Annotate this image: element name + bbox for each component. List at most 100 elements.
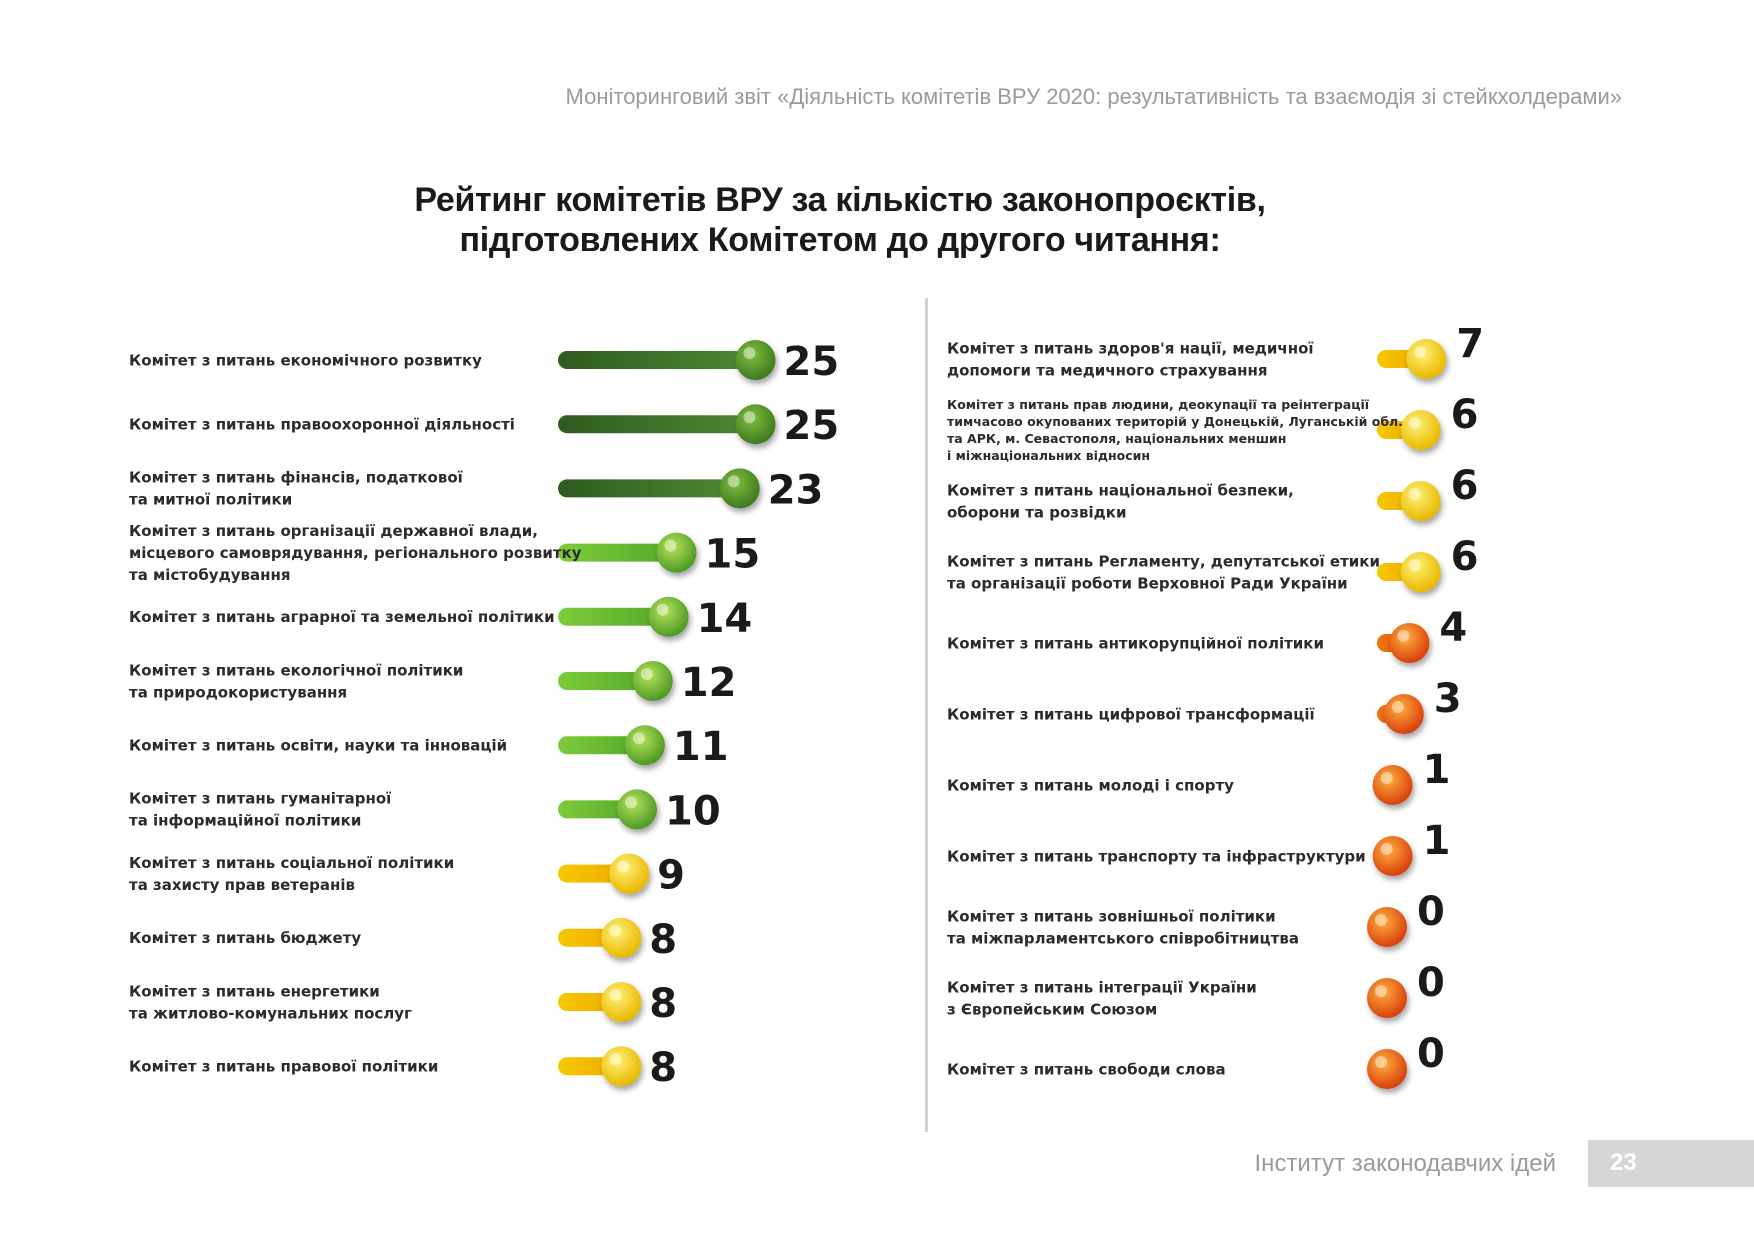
bar-knob xyxy=(735,404,776,445)
value-label: 23 xyxy=(768,467,824,513)
knob-highlight xyxy=(1397,630,1410,642)
bar-row: 1 xyxy=(1372,747,1451,805)
knob-highlight xyxy=(1408,417,1421,429)
chart-title-line-1: Рейтинг комітетів ВРУ за кількістю закон… xyxy=(414,181,1266,219)
committee-label: Комітет з питань освіти, науки та іннова… xyxy=(129,737,507,755)
knob-highlight xyxy=(743,411,756,424)
bar-knob xyxy=(1400,552,1441,592)
committee-label: Комітет з питань молоді і спорту xyxy=(947,776,1234,794)
value-label: 3 xyxy=(1434,676,1462,722)
committee-label: Комітет з питань антикорупційної політик… xyxy=(947,634,1324,652)
committee-label: Комітет з питань бюджету xyxy=(129,929,361,947)
value-label: 4 xyxy=(1439,605,1467,651)
knob-highlight xyxy=(609,989,622,1001)
knob-highlight xyxy=(632,732,645,745)
bar-knob xyxy=(1406,339,1447,379)
knob-highlight xyxy=(664,539,677,552)
bar-row: 6 xyxy=(1377,392,1478,450)
bar xyxy=(558,800,637,819)
knob-highlight xyxy=(656,603,669,616)
bar-row: 6 xyxy=(1377,534,1478,592)
bar-row: 1 xyxy=(1372,818,1451,876)
committee-label: Комітет з питань екологічної політики та … xyxy=(129,661,463,701)
bar xyxy=(558,351,756,369)
value-label: 6 xyxy=(1451,534,1479,580)
value-label: 25 xyxy=(784,403,840,449)
knob-highlight xyxy=(743,347,756,359)
bar-knob xyxy=(601,917,642,958)
committee-label: Комітет з питань аграрної та земельної п… xyxy=(129,608,555,626)
bar-row: 0 xyxy=(1367,889,1445,947)
knob-highlight xyxy=(1380,843,1393,855)
knob-highlight xyxy=(640,668,653,680)
knob-highlight xyxy=(727,475,740,488)
value-label: 0 xyxy=(1417,889,1445,935)
value-label: 10 xyxy=(665,788,721,834)
bar-knob xyxy=(632,661,673,701)
bar xyxy=(558,543,677,562)
bar-row: 8 xyxy=(558,917,677,963)
report-header: Моніторинговий звіт «Діяльність комітеті… xyxy=(565,84,1622,109)
bar-knob xyxy=(648,596,689,637)
committee-label: Комітет з питань Регламенту, депутатсько… xyxy=(947,552,1380,592)
bar-knob xyxy=(617,789,657,830)
bar-row: 0 xyxy=(1367,960,1445,1018)
bar-knob xyxy=(1367,907,1407,947)
value-label: 11 xyxy=(673,724,729,770)
bar-knob xyxy=(601,982,642,1022)
value-label: 14 xyxy=(697,596,753,642)
knob-highlight xyxy=(1375,1056,1387,1068)
value-label: 25 xyxy=(784,339,840,385)
bar-row: 11 xyxy=(558,724,729,770)
value-label: 9 xyxy=(657,853,685,899)
bar-knob xyxy=(1372,836,1413,876)
committee-label: Комітет з питань економічного розвитку xyxy=(129,351,482,369)
value-label: 0 xyxy=(1417,1031,1445,1077)
bar-row: 6 xyxy=(1377,463,1478,521)
bar-knob xyxy=(1383,694,1424,734)
bar-knob xyxy=(1372,765,1413,805)
bar-row: 3 xyxy=(1377,676,1462,734)
committee-label: Комітет з питань організації державної в… xyxy=(129,522,582,584)
bar-row: 8 xyxy=(558,981,677,1027)
bar xyxy=(558,672,653,690)
bar-knob xyxy=(609,853,650,894)
bar-knob xyxy=(1367,978,1407,1018)
committee-label: Комітет з питань правоохоронної діяльнос… xyxy=(129,415,515,433)
value-label: 8 xyxy=(649,917,677,963)
committee-label: Комітет з питань енергетики та житлово-ко… xyxy=(129,982,412,1022)
committee-label: Комітет з питань транспорту та інфрастру… xyxy=(947,847,1366,865)
bar xyxy=(558,415,756,434)
knob-highlight xyxy=(1414,346,1427,358)
committee-label: Комітет з питань прав людини, деокупації… xyxy=(947,397,1403,463)
value-label: 8 xyxy=(649,1045,677,1091)
bar-row: 8 xyxy=(558,1045,677,1091)
bar-knob xyxy=(601,1046,642,1087)
value-label: 1 xyxy=(1423,747,1451,793)
knob-highlight xyxy=(1375,985,1387,997)
bar-row: 4 xyxy=(1377,605,1467,663)
bar-knob xyxy=(1367,1049,1407,1089)
committee-label: Комітет з питань зовнішньої політики та м… xyxy=(947,907,1299,947)
bar-row: 14 xyxy=(558,596,752,642)
value-label: 1 xyxy=(1423,818,1451,864)
bar-row: 7 xyxy=(1377,321,1484,379)
bar xyxy=(558,479,740,498)
committee-label: Комітет з питань здоров'я нації, медично… xyxy=(947,339,1314,379)
committee-label: Комітет з питань соціальної політики та з… xyxy=(129,854,454,894)
value-label: 6 xyxy=(1451,392,1479,438)
chart-title-line-2: підготовлених Комітетом до другого читан… xyxy=(459,221,1221,259)
value-label: 0 xyxy=(1417,960,1445,1006)
bar-knob xyxy=(624,725,665,766)
page-number: 23 xyxy=(1610,1149,1637,1176)
committee-label: Комітет з питань фінансів, податкової та … xyxy=(129,469,463,509)
bar-knob xyxy=(735,340,776,380)
bar-row: 0 xyxy=(1367,1031,1445,1089)
bar-knob xyxy=(719,468,760,509)
bar-row: 23 xyxy=(558,467,823,513)
bar xyxy=(558,607,669,626)
committee-label: Комітет з питань національної безпеки, об… xyxy=(947,481,1294,521)
knob-highlight xyxy=(1375,914,1387,926)
value-label: 7 xyxy=(1456,321,1484,367)
